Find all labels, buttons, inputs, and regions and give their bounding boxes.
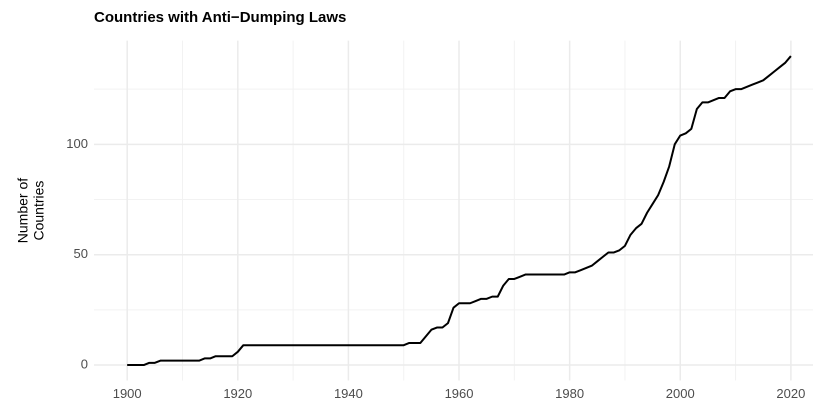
x-tick-label: 1920 [223, 386, 252, 401]
x-tick-label: 1980 [555, 386, 584, 401]
y-tick-label: 0 [81, 356, 88, 371]
x-tick-label: 1940 [334, 386, 363, 401]
y-axis-label-line: Countries [31, 181, 47, 241]
chart-title: Countries with Anti−Dumping Laws [94, 9, 346, 26]
y-axis-label: Number of Countries [15, 178, 47, 243]
x-tick-label: 1960 [445, 386, 474, 401]
y-tick-label: 50 [74, 246, 88, 261]
x-tick-label: 1900 [113, 386, 142, 401]
data-line [127, 55, 792, 367]
y-axis-label-line: Number of [15, 178, 31, 243]
x-tick-label: 2020 [776, 386, 805, 401]
y-tick-label: 100 [66, 136, 88, 151]
x-tick-label: 2000 [666, 386, 695, 401]
